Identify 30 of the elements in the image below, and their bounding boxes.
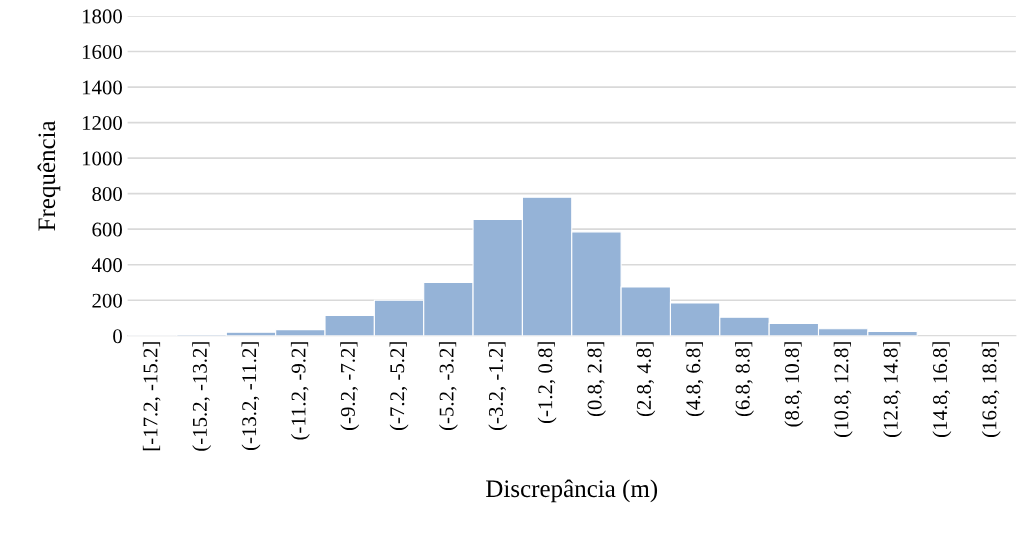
x-tick-label: (-9.2, -7.2] [340,342,360,430]
y-axis-title: Frequência [37,120,61,231]
x-tick-label: [-17.2, -15.2] [142,342,161,451]
x-tick-label: (16.8, 18.8] [981,342,1001,437]
x-tick-label: (-3.2, -1.2] [488,342,508,430]
y-tick-label: 1600 [82,44,122,59]
y-tick-label: 1000 [82,151,122,166]
x-axis-title: Discrepância (m) [486,479,658,503]
x-tick-label: (10.8, 12.8] [833,342,853,437]
x-tick-label: (-13.2, -11.2] [241,342,261,451]
x-tick-label: (8.8, 10.8] [784,342,804,427]
x-tick-label: (-5.2, -3.2] [438,342,458,430]
x-tick-label: (2.8, 4.8] [636,342,656,417]
y-tick-label: 1800 [82,9,122,24]
y-tick-label: 1200 [82,115,122,131]
y-tick-label: 0 [113,329,122,344]
y-tick-label: 600 [92,222,122,237]
x-tick-label: (-7.2, -5.2] [389,342,409,430]
y-tick-label: 200 [92,293,122,308]
y-tick-label: 1400 [82,80,122,95]
x-tick-label: (-1.2, 0.8] [537,342,557,424]
x-tick-label: (6.8, 8.8] [735,342,754,417]
x-tick-label: (-15.2, -13.2] [192,342,212,451]
x-tick-label: (14.8, 16.8] [932,342,952,437]
x-tick-label: (12.8, 14.8] [883,342,902,437]
y-tick-label: 800 [92,187,122,202]
x-tick-label: (4.8, 6.8] [685,342,705,417]
x-tick-label: (-11.2, -9.2] [290,342,310,440]
x-tick-label: (0.8, 2.8] [586,342,606,417]
y-tick-label: 400 [91,258,122,273]
